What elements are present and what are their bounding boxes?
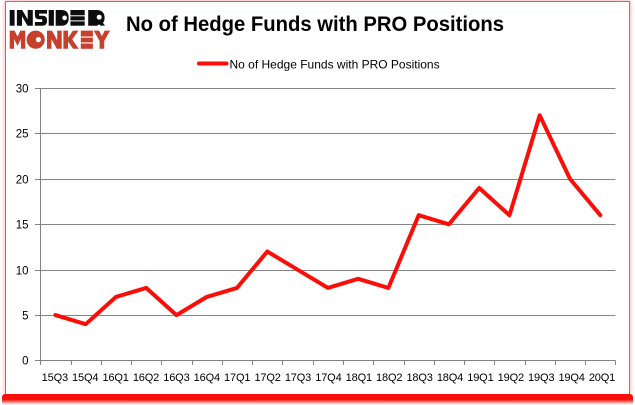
svg-text:18Q1: 18Q1 (346, 372, 372, 384)
svg-text:No of Hedge Funds with PRO Pos: No of Hedge Funds with PRO Positions (230, 57, 440, 71)
svg-text:0: 0 (22, 356, 28, 368)
svg-text:10: 10 (16, 266, 29, 278)
svg-text:15Q4: 15Q4 (72, 372, 98, 384)
svg-text:19Q4: 19Q4 (558, 372, 584, 384)
svg-text:16Q3: 16Q3 (163, 372, 189, 384)
svg-text:16Q4: 16Q4 (194, 372, 220, 384)
svg-text:5: 5 (22, 311, 28, 323)
svg-text:25: 25 (16, 129, 29, 141)
svg-text:16Q2: 16Q2 (133, 372, 159, 384)
svg-text:17Q3: 17Q3 (285, 372, 311, 384)
svg-text:18Q4: 18Q4 (437, 372, 463, 384)
svg-text:20Q1: 20Q1 (589, 372, 615, 384)
svg-text:20: 20 (16, 175, 29, 187)
svg-text:15Q3: 15Q3 (42, 372, 68, 384)
svg-text:17Q4: 17Q4 (315, 372, 341, 384)
svg-text:17Q2: 17Q2 (254, 372, 280, 384)
svg-text:15: 15 (16, 220, 29, 232)
svg-text:30: 30 (16, 84, 29, 96)
svg-text:16Q1: 16Q1 (102, 372, 128, 384)
svg-text:17Q1: 17Q1 (224, 372, 250, 384)
svg-text:18Q2: 18Q2 (376, 372, 402, 384)
svg-text:19Q2: 19Q2 (498, 372, 524, 384)
svg-text:18Q3: 18Q3 (406, 372, 432, 384)
svg-text:19Q3: 19Q3 (528, 372, 554, 384)
svg-text:19Q1: 19Q1 (467, 372, 493, 384)
